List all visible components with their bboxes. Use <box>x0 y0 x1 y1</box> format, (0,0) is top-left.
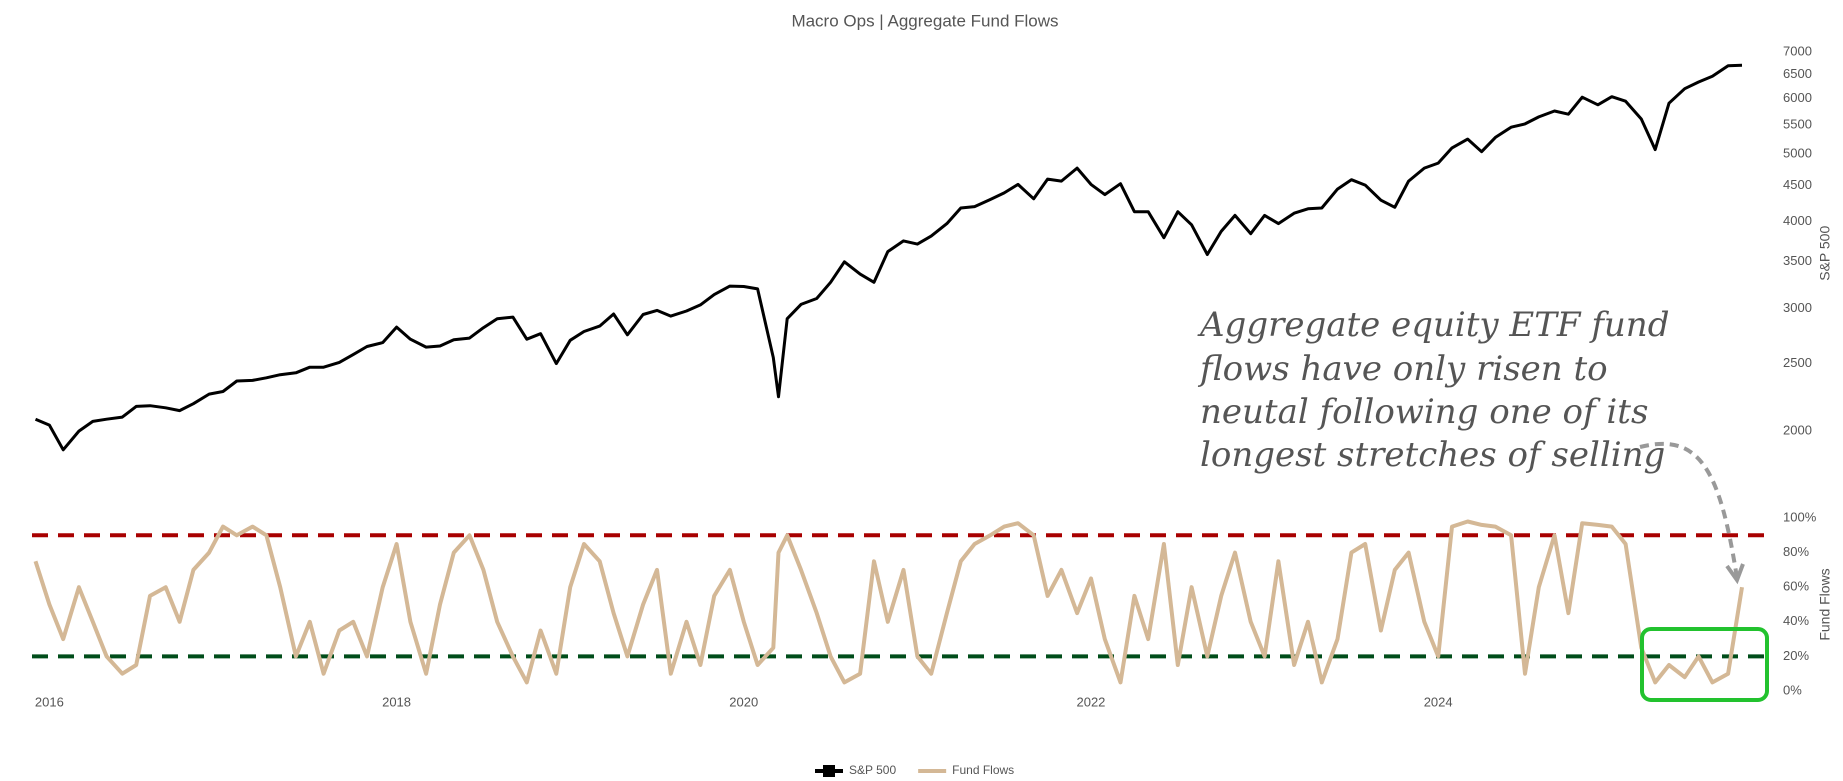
y-tick-label: 2000 <box>1783 423 1812 438</box>
y-tick-label: 3500 <box>1783 253 1812 268</box>
legend-label: Fund Flows <box>952 763 1014 777</box>
annotation-line: Aggregate equity ETF fund <box>1197 305 1669 345</box>
y-tick-label: 40% <box>1783 613 1809 628</box>
annotation-line: neutal following one of its <box>1200 392 1648 432</box>
y-tick-label: 6000 <box>1783 90 1812 105</box>
annotation-line: flows have only risen to <box>1197 349 1608 389</box>
x-tick-label: 2024 <box>1424 694 1453 709</box>
legend: S&P 500 Fund Flows <box>815 763 1014 777</box>
x-tick-label: 2018 <box>382 694 411 709</box>
y-tick-label: 5000 <box>1783 145 1812 160</box>
x-tick-label: 2020 <box>729 694 758 709</box>
y-axis-title: Fund Flows <box>1817 568 1833 640</box>
x-tick-label: 2022 <box>1076 694 1105 709</box>
y-tick-label: 60% <box>1783 579 1809 594</box>
x-tick-label: 2016 <box>35 694 64 709</box>
annotation: Aggregate equity ETF fund flows have onl… <box>1197 305 1669 475</box>
y-tick-label: 2500 <box>1783 355 1812 370</box>
arrow-head <box>1725 563 1745 585</box>
y-tick-label: 4500 <box>1783 177 1812 192</box>
annotation-line: longest stretches of selling <box>1200 435 1665 475</box>
annotation-arrow <box>1639 441 1739 579</box>
legend-marker <box>823 765 835 777</box>
legend-label: S&P 500 <box>849 763 896 777</box>
series-line <box>34 63 1743 452</box>
y-tick-label: 80% <box>1783 544 1809 559</box>
y-tick-label: 3000 <box>1783 300 1812 315</box>
highlight-box <box>1640 627 1769 702</box>
y-tick-label: 7000 <box>1783 43 1812 58</box>
y-tick-label: 0% <box>1783 682 1802 697</box>
y-tick-label: 6500 <box>1783 66 1812 81</box>
y-tick-label: 4000 <box>1783 213 1812 228</box>
series-line <box>33 519 1744 685</box>
chart-title: Macro Ops | Aggregate Fund Flows <box>791 11 1058 30</box>
y-tick-label: 20% <box>1783 648 1809 663</box>
y-axis-title: S&P 500 <box>1817 226 1833 281</box>
y-tick-label: 5500 <box>1783 116 1812 131</box>
y-tick-label: 100% <box>1783 509 1817 524</box>
